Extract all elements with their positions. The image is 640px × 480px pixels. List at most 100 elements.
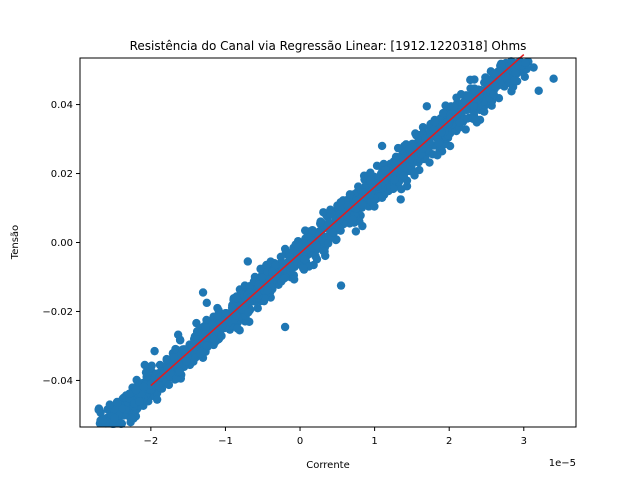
fit-line-layer <box>150 53 525 387</box>
scatter-point <box>510 76 519 85</box>
scatter-point <box>370 202 379 211</box>
scatter-point <box>377 141 387 151</box>
y-tick-label: −0.02 <box>42 307 73 318</box>
scatter-point <box>163 364 172 373</box>
scatter-point <box>174 359 183 368</box>
scatter-point <box>372 161 382 170</box>
scatter-point <box>182 357 191 366</box>
scatter-point <box>351 227 361 236</box>
x-offset-label: 1e−5 <box>549 458 576 469</box>
scatter-point <box>521 58 530 68</box>
scatter-point <box>324 218 333 227</box>
scatter-point <box>272 271 281 281</box>
scatter-point <box>359 193 369 203</box>
scatter-point <box>319 208 328 217</box>
scatter-point <box>326 205 335 214</box>
scatter-point <box>110 413 119 423</box>
y-tick-label: 0.02 <box>51 169 73 180</box>
scatter-point <box>324 239 333 248</box>
scatter-point <box>153 380 163 390</box>
scatter-point <box>173 330 183 339</box>
scatter-point <box>489 69 499 78</box>
scatter-point <box>232 311 241 320</box>
scatter-point <box>434 138 443 148</box>
y-tick-label: 0.04 <box>51 100 73 111</box>
y-tick-label: 0.00 <box>51 238 73 249</box>
scatter-point <box>381 165 390 175</box>
scatter-point <box>280 322 290 332</box>
scatter-point <box>279 274 289 283</box>
scatter-point <box>193 327 202 336</box>
scatter-point <box>164 380 174 390</box>
x-tick-label: 1 <box>371 436 377 447</box>
scatter-point <box>135 397 144 406</box>
scatter-point <box>300 255 309 264</box>
scatter-point <box>175 367 184 376</box>
scatter-point <box>208 320 217 329</box>
scatter-point <box>244 308 253 317</box>
scatter-point <box>336 198 345 207</box>
scatter-point <box>393 143 403 153</box>
scatter-point <box>410 168 419 177</box>
scatter-point <box>312 255 322 264</box>
scatter-point <box>285 252 294 262</box>
scatter-point <box>470 115 480 124</box>
scatter-point <box>320 247 329 256</box>
y-axis-label: Tensão <box>10 225 21 260</box>
scatter-point <box>345 190 355 199</box>
x-axis-label: Corrente <box>306 460 350 471</box>
scatter-point <box>373 182 382 191</box>
scatter-point <box>94 405 103 414</box>
scatter-point <box>307 236 317 246</box>
scatter-point <box>392 156 402 165</box>
x-tick-label: 2 <box>446 436 452 447</box>
scatter-point <box>202 341 211 351</box>
scatter-point <box>449 102 459 112</box>
scatter-point <box>397 184 406 194</box>
scatter-point <box>152 395 162 404</box>
scatter-point <box>147 361 156 370</box>
scatter-point <box>213 310 223 320</box>
scatter-point <box>117 404 126 413</box>
scatter-point <box>430 117 440 127</box>
scatter-point <box>127 413 136 423</box>
scatter-point <box>549 74 558 83</box>
scatter-point <box>141 368 151 377</box>
scatter-point <box>399 171 409 181</box>
scatter-point <box>217 331 226 341</box>
scatter-point <box>433 151 442 160</box>
x-tick-label: −1 <box>218 436 233 447</box>
scatter-point <box>271 261 280 270</box>
scatter-point <box>150 346 159 356</box>
scatter-point <box>390 175 399 185</box>
scatter-point <box>438 108 448 118</box>
scatter-point <box>198 288 208 297</box>
scatter-point <box>201 323 210 333</box>
scatter-point <box>422 102 432 111</box>
scatter-point <box>335 214 345 224</box>
scatter-point <box>140 360 149 370</box>
y-ticks: −0.04 −0.02 0.00 0.02 0.04 <box>42 100 80 387</box>
scatter-point <box>286 263 295 272</box>
scatter-point <box>406 154 415 164</box>
scatter-point <box>227 303 237 312</box>
scatter-point <box>139 382 149 392</box>
scatter-point <box>365 176 375 186</box>
scatter-point <box>162 356 172 365</box>
scatter-point <box>276 252 286 262</box>
x-ticks: −2 −1 0 1 2 3 <box>143 427 527 447</box>
scatter-point <box>263 286 272 295</box>
scatter-point <box>396 195 405 204</box>
x-tick-label: 0 <box>297 436 303 447</box>
scatter-point <box>328 228 338 237</box>
scatter-point <box>113 398 122 408</box>
scatter-point <box>98 415 108 425</box>
scatter-point <box>511 68 520 78</box>
scatter-point <box>425 158 434 167</box>
scatter-point <box>398 164 408 173</box>
scatter-point <box>534 86 543 95</box>
scatter-point <box>445 141 455 151</box>
scatter-point <box>351 196 361 206</box>
scatter-point <box>105 400 115 409</box>
